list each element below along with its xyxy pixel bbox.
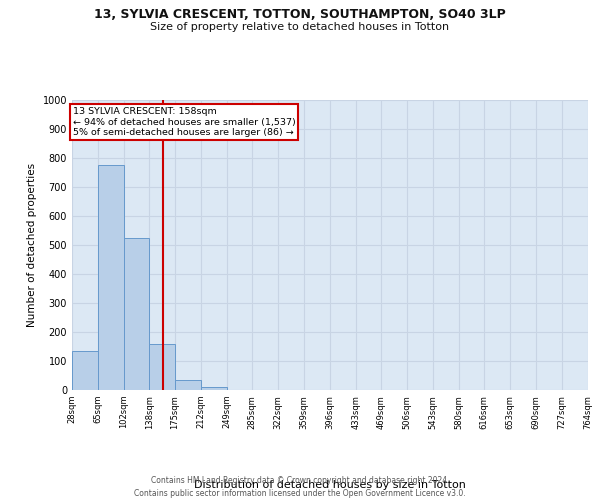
Y-axis label: Number of detached properties: Number of detached properties bbox=[27, 163, 37, 327]
Bar bbox=[72, 352, 98, 390]
Text: 13 SYLVIA CRESCENT: 158sqm
← 94% of detached houses are smaller (1,537)
5% of se: 13 SYLVIA CRESCENT: 158sqm ← 94% of deta… bbox=[73, 108, 295, 137]
Text: Distribution of detached houses by size in Totton: Distribution of detached houses by size … bbox=[194, 480, 466, 490]
Bar bbox=[201, 386, 227, 390]
Bar bbox=[149, 344, 175, 390]
Text: Size of property relative to detached houses in Totton: Size of property relative to detached ho… bbox=[151, 22, 449, 32]
Bar bbox=[124, 238, 149, 390]
Bar bbox=[98, 166, 124, 390]
Text: Contains HM Land Registry data © Crown copyright and database right 2024.
Contai: Contains HM Land Registry data © Crown c… bbox=[134, 476, 466, 498]
Bar bbox=[175, 380, 201, 390]
Text: 13, SYLVIA CRESCENT, TOTTON, SOUTHAMPTON, SO40 3LP: 13, SYLVIA CRESCENT, TOTTON, SOUTHAMPTON… bbox=[94, 8, 506, 20]
